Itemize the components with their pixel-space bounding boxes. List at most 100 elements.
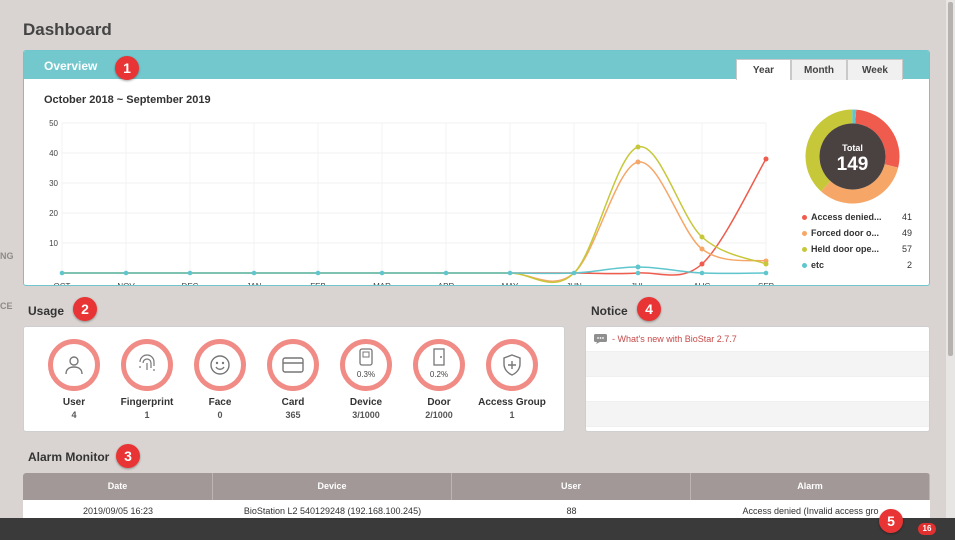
user-icon: [65, 356, 83, 375]
x-tick-label: OCT: [54, 282, 71, 285]
data-point: [699, 261, 705, 267]
column-header-device[interactable]: Device: [213, 473, 452, 500]
usage-ring: [194, 339, 246, 391]
x-tick-label: MAY: [502, 282, 519, 285]
column-header-user[interactable]: User: [452, 473, 691, 500]
x-tick-label: MAR: [373, 282, 391, 285]
legend-label: Held door ope...: [811, 244, 880, 254]
device-icon: [359, 348, 373, 366]
data-point: [763, 261, 769, 267]
usage-label: Access Group: [478, 397, 546, 408]
data-point: [379, 270, 385, 276]
notice-link[interactable]: - What's new with BioStar 2.7.7: [612, 334, 737, 344]
scrollbar-thumb[interactable]: [948, 2, 953, 356]
tab-week[interactable]: Week: [847, 59, 903, 80]
legend-item[interactable]: Held door ope... 57: [802, 241, 912, 257]
donut-total-label: Total: [842, 143, 863, 153]
x-tick-label: APR: [438, 282, 455, 285]
usage-item-access-group[interactable]: Access Group 1: [477, 339, 547, 420]
cell-alarm: Access denied (Invalid access gro: [742, 506, 879, 516]
x-tick-label: JUL: [631, 282, 646, 285]
date-range: October 2018 ~ September 2019: [44, 94, 211, 106]
usage-ring: [121, 339, 173, 391]
legend-dot: [802, 246, 807, 252]
donut-slice: [821, 164, 899, 204]
usage-label: Card: [281, 397, 305, 408]
data-point: [699, 270, 705, 276]
donut-center: [819, 123, 886, 190]
usage-value: 1: [144, 410, 150, 420]
donut-legend: Access denied... 41 Forced door o... 49 …: [802, 209, 912, 273]
legend-dot: [802, 214, 807, 220]
data-point: [763, 270, 769, 276]
usage-ring: [486, 339, 538, 391]
data-point: [699, 246, 705, 252]
legend-dot: [802, 262, 807, 268]
usage-label: Face: [208, 397, 232, 408]
notice-item[interactable]: - What's new with BioStar 2.7.7: [586, 327, 929, 351]
table-row[interactable]: 2019/09/05 16:23 BioStation L2 540129248…: [23, 500, 930, 520]
notice-panel: - What's new with BioStar 2.7.7: [585, 326, 930, 432]
legend-label: Access denied...: [811, 212, 882, 222]
legend-value: 57: [901, 244, 912, 254]
donut-slice: [805, 109, 853, 192]
series-line: [61, 146, 767, 284]
usage-item-door[interactable]: 0.2% Door 2/1000: [404, 339, 474, 420]
notice-row: [586, 402, 929, 427]
cell-date: 2019/09/05 16:23: [82, 506, 154, 516]
overview-header: Overview Year Month Week: [24, 51, 929, 80]
usage-panel: User 4 Fingerprint 1 Face 0 Card 365 0.3…: [23, 326, 565, 432]
column-header-alarm[interactable]: Alarm: [691, 473, 930, 500]
usage-ring: 0.3%: [340, 339, 392, 391]
data-point: [635, 264, 641, 270]
usage-item-user[interactable]: User 4: [39, 339, 109, 420]
cell-device: BioStation L2 540129248 (192.168.100.245…: [243, 506, 422, 516]
notice-row: [586, 352, 929, 377]
data-point: [251, 270, 257, 276]
donut-slice: [852, 109, 857, 124]
fingerprint-icon: [139, 354, 155, 371]
sidebar-fragment[interactable]: NG: [0, 251, 14, 261]
legend-item[interactable]: etc 2: [802, 257, 912, 273]
sidebar-fragment[interactable]: CE: [0, 301, 13, 311]
series-line: [61, 161, 767, 282]
notice-row[interactable]: - What's new with BioStar 2.7.7: [586, 327, 929, 352]
data-point: [123, 270, 129, 276]
legend-item[interactable]: Access denied... 41: [802, 209, 912, 225]
callout-marker-1: 1: [115, 56, 139, 80]
y-tick-label: 50: [49, 119, 58, 128]
usage-value: 365: [285, 410, 301, 420]
data-point: [635, 159, 641, 165]
donut-slice: [855, 109, 900, 168]
column-header-date[interactable]: Date: [23, 473, 213, 500]
y-tick-label: 40: [49, 149, 58, 158]
legend-label: etc: [811, 260, 825, 270]
usage-item-fingerprint[interactable]: Fingerprint 1: [112, 339, 182, 420]
tab-year[interactable]: Year: [736, 59, 791, 80]
usage-percent: 0.2%: [429, 370, 449, 379]
tab-month[interactable]: Month: [791, 59, 847, 80]
series-line: [61, 266, 767, 275]
usage-value: 2/1000: [425, 410, 453, 420]
legend-item[interactable]: Forced door o... 49: [802, 225, 912, 241]
door-icon: [433, 348, 445, 366]
data-point: [59, 270, 65, 276]
page-scrollbar[interactable]: [946, 0, 955, 518]
data-point: [187, 270, 193, 276]
callout-marker-4: 4: [637, 297, 661, 321]
usage-item-device[interactable]: 0.3% Device 3/1000: [331, 339, 401, 420]
usage-item-card[interactable]: Card 365: [258, 339, 328, 420]
alarm-count-badge[interactable]: 16: [918, 523, 936, 535]
data-point: [699, 234, 705, 240]
legend-label: Forced door o...: [811, 228, 880, 238]
data-point: [443, 270, 449, 276]
callout-marker-3: 3: [116, 444, 140, 468]
data-point: [507, 270, 513, 276]
bottom-status-bar: [0, 518, 955, 540]
x-tick-label: DEC: [182, 282, 199, 285]
usage-value: 0: [217, 410, 223, 420]
alarm-table-header: Date Device User Alarm: [23, 473, 930, 500]
usage-item-face[interactable]: Face 0: [185, 339, 255, 420]
overview-title: Overview: [44, 59, 98, 73]
legend-dot: [802, 230, 807, 236]
